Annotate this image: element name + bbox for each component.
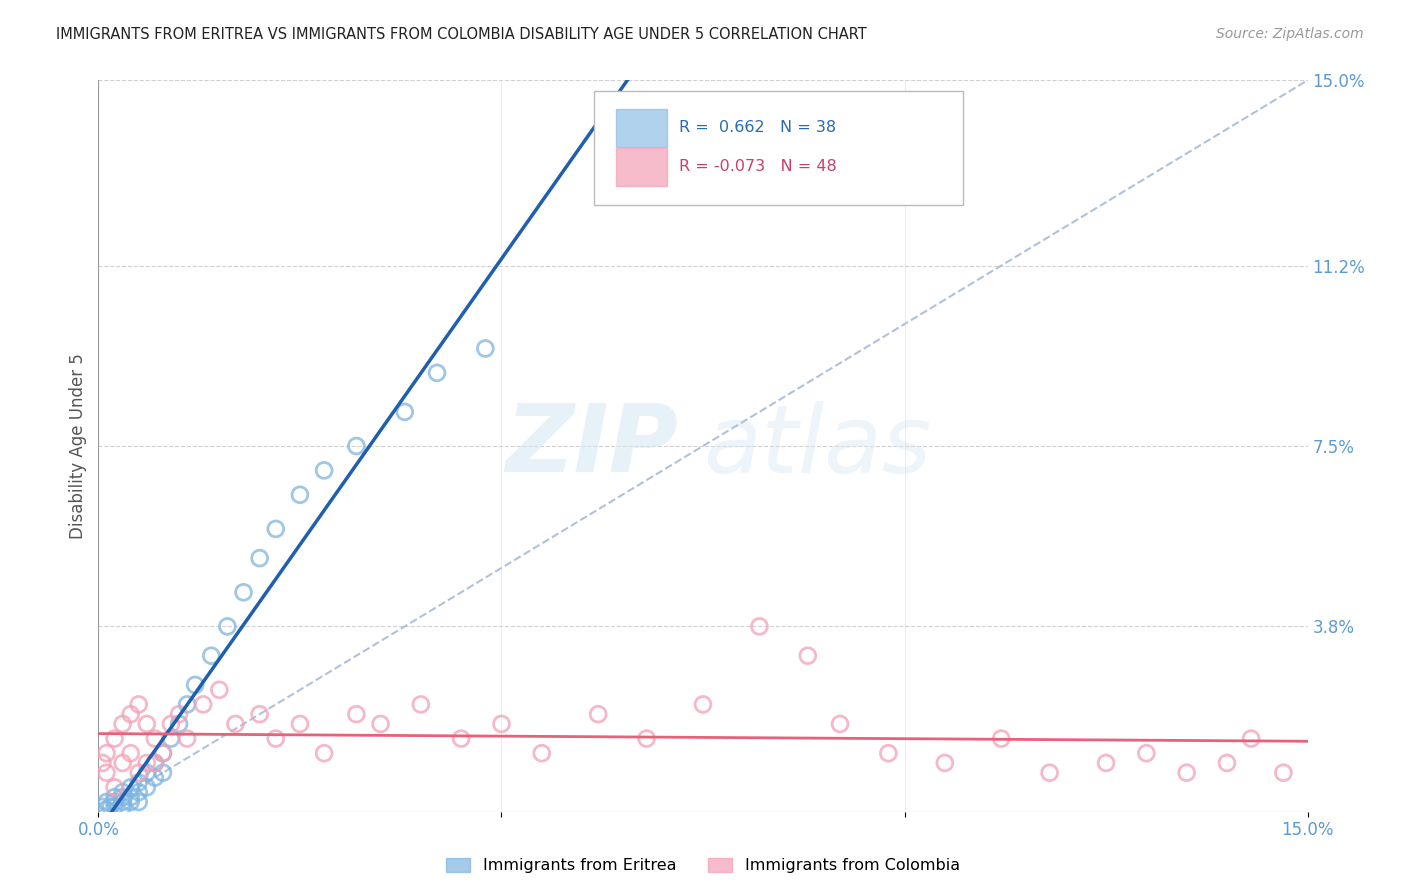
Point	[1095, 756, 1118, 770]
Point	[217, 619, 239, 633]
FancyBboxPatch shape	[616, 147, 666, 186]
Point	[692, 698, 714, 712]
Point	[111, 717, 134, 731]
Point	[128, 795, 150, 809]
Point	[103, 795, 125, 809]
Point	[394, 405, 416, 419]
Text: R =  0.662   N = 38: R = 0.662 N = 38	[679, 120, 837, 136]
Point	[176, 731, 198, 746]
Point	[828, 717, 851, 731]
Point	[103, 790, 125, 805]
Point	[990, 731, 1012, 746]
Point	[120, 795, 142, 809]
Point	[152, 765, 174, 780]
Point	[120, 780, 142, 795]
Point	[344, 439, 367, 453]
Point	[128, 765, 150, 780]
Point	[450, 731, 472, 746]
Point	[103, 780, 125, 795]
Point	[100, 800, 122, 814]
Point	[934, 756, 956, 770]
Point	[103, 800, 125, 814]
Point	[264, 522, 287, 536]
Point	[96, 765, 118, 780]
Point	[1272, 765, 1295, 780]
Point	[152, 746, 174, 760]
Point	[1039, 765, 1062, 780]
Point	[426, 366, 449, 380]
Point	[370, 717, 392, 731]
Point	[96, 746, 118, 760]
Text: ZIP: ZIP	[506, 400, 679, 492]
Point	[184, 678, 207, 692]
Point	[120, 707, 142, 722]
Point	[314, 463, 336, 477]
Point	[91, 800, 114, 814]
Text: IMMIGRANTS FROM ERITREA VS IMMIGRANTS FROM COLOMBIA DISABILITY AGE UNDER 5 CORRE: IMMIGRANTS FROM ERITREA VS IMMIGRANTS FR…	[56, 27, 868, 42]
Point	[120, 790, 142, 805]
Text: Source: ZipAtlas.com: Source: ZipAtlas.com	[1216, 27, 1364, 41]
Text: R = -0.073   N = 48: R = -0.073 N = 48	[679, 159, 837, 174]
Point	[344, 707, 367, 722]
Text: atlas: atlas	[703, 401, 931, 491]
Point	[167, 717, 190, 731]
Point	[491, 717, 513, 731]
Point	[111, 795, 134, 809]
Point	[748, 619, 770, 633]
Point	[96, 795, 118, 809]
Point	[208, 682, 231, 697]
FancyBboxPatch shape	[595, 91, 963, 204]
Point	[877, 746, 900, 760]
Point	[111, 785, 134, 799]
Point	[797, 648, 820, 663]
Point	[103, 731, 125, 746]
Point	[1175, 765, 1198, 780]
Point	[160, 717, 183, 731]
Point	[128, 775, 150, 789]
Point	[135, 756, 157, 770]
Point	[111, 790, 134, 805]
Point	[167, 707, 190, 722]
Point	[636, 731, 658, 746]
Point	[288, 717, 311, 731]
Point	[530, 746, 553, 760]
Point	[91, 756, 114, 770]
Point	[135, 717, 157, 731]
Point	[314, 746, 336, 760]
Point	[143, 731, 166, 746]
Point	[143, 771, 166, 785]
Point	[143, 756, 166, 770]
Point	[264, 731, 287, 746]
Point	[193, 698, 215, 712]
Point	[1240, 731, 1263, 746]
Y-axis label: Disability Age Under 5: Disability Age Under 5	[69, 353, 87, 539]
Point	[128, 785, 150, 799]
Point	[128, 698, 150, 712]
Point	[232, 585, 254, 599]
Point	[143, 756, 166, 770]
Point	[96, 802, 118, 816]
Point	[120, 746, 142, 760]
Point	[135, 780, 157, 795]
Point	[249, 707, 271, 722]
FancyBboxPatch shape	[616, 109, 666, 147]
Legend: Immigrants from Eritrea, Immigrants from Colombia: Immigrants from Eritrea, Immigrants from…	[440, 851, 966, 880]
Point	[586, 707, 609, 722]
Point	[474, 342, 496, 356]
Point	[111, 756, 134, 770]
Point	[409, 698, 432, 712]
Point	[288, 488, 311, 502]
Point	[152, 746, 174, 760]
Point	[1135, 746, 1157, 760]
Point	[111, 800, 134, 814]
Point	[249, 551, 271, 566]
Point	[200, 648, 222, 663]
Point	[160, 731, 183, 746]
Point	[224, 717, 246, 731]
Point	[135, 765, 157, 780]
Point	[1216, 756, 1239, 770]
Point	[176, 698, 198, 712]
